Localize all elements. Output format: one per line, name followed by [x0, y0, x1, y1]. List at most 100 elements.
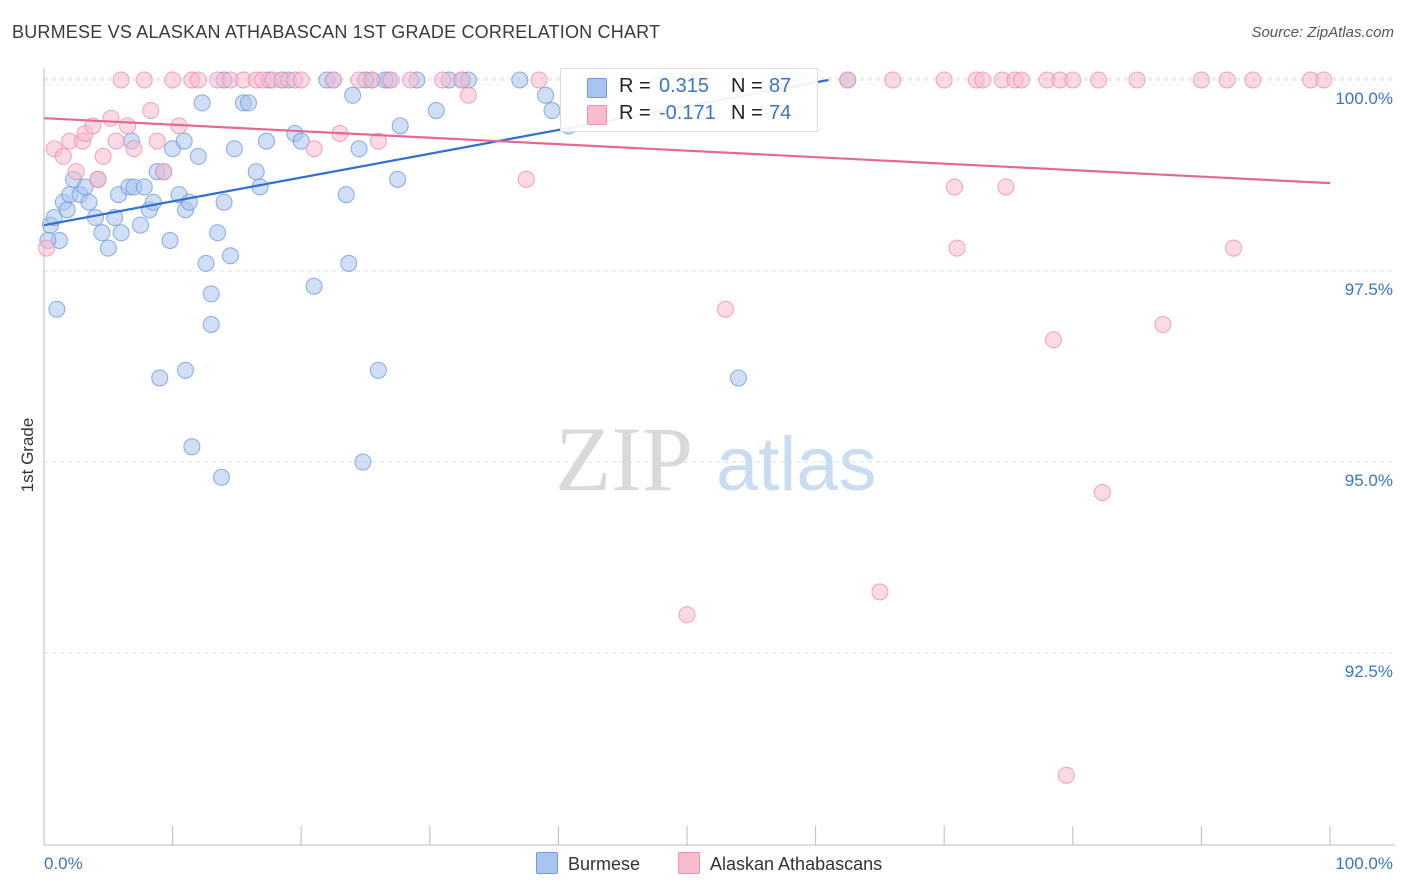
alaskan-point — [997, 178, 1015, 196]
burmese-point — [344, 86, 362, 104]
alaskan-point — [155, 163, 173, 181]
alaskan-point — [678, 606, 696, 624]
alaskan-point — [102, 109, 120, 127]
burmese-point — [183, 438, 201, 456]
legend-label: Alaskan Athabascans — [710, 854, 883, 874]
y-tick-label: 92.5% — [1345, 662, 1393, 681]
alaskan-swatch — [678, 852, 700, 874]
alaskan-point — [67, 163, 85, 181]
legend-label: Burmese — [568, 854, 641, 874]
burmese-point — [354, 453, 372, 471]
burmese-point — [151, 369, 169, 387]
x-tick-label-min: 0.0% — [44, 854, 83, 873]
alaskan-point — [717, 300, 735, 318]
alaskan-point — [369, 132, 387, 150]
burmese-point — [48, 300, 66, 318]
alaskan-point — [1128, 71, 1146, 89]
alaskan-point — [1045, 331, 1063, 349]
alaskan-point — [974, 71, 992, 89]
burmese-point — [176, 361, 194, 379]
alaskan-point — [54, 147, 72, 165]
legend-item-alaskan[interactable]: Alaskan Athabascans — [678, 852, 882, 875]
alaskan-point — [839, 71, 857, 89]
source-label: Source: ZipAtlas.com — [1251, 24, 1394, 41]
burmese-point — [212, 468, 230, 486]
burmese-point — [93, 224, 111, 242]
alaskan-point — [324, 71, 342, 89]
alaskan-point — [189, 71, 207, 89]
alaskan-point — [459, 86, 477, 104]
burmese-point — [427, 102, 445, 120]
alaskan-point — [453, 71, 471, 89]
stats-legend: R = 0.315 N = 87 R = -0.171 N = 74 — [560, 68, 818, 132]
burmese-point — [58, 201, 76, 219]
burmese-point — [99, 239, 117, 257]
burmese-point — [389, 170, 407, 188]
alaskan-point — [871, 583, 889, 601]
burmese-point — [189, 147, 207, 165]
burmese-point — [257, 132, 275, 150]
alaskan-point — [1225, 239, 1243, 257]
alaskan-point — [1090, 71, 1108, 89]
grid-lines — [44, 77, 1395, 654]
burmese-point — [131, 216, 149, 234]
burmese-point — [350, 140, 368, 158]
data-points — [38, 71, 1333, 784]
alaskan-point — [1154, 315, 1172, 333]
alaskan-point — [1244, 71, 1262, 89]
alaskan-point — [89, 170, 107, 188]
watermark: ZIP atlas — [555, 408, 877, 510]
burmese-point — [215, 193, 233, 211]
alaskan-point — [363, 71, 381, 89]
alaskan-point — [945, 178, 963, 196]
burmese-point — [193, 94, 211, 112]
alaskan-point — [135, 71, 153, 89]
r-label: R = — [619, 75, 651, 97]
burmese-point — [202, 315, 220, 333]
alaskan-point — [1192, 71, 1210, 89]
axes — [43, 68, 1395, 846]
r-value: -0.171 — [659, 102, 716, 124]
alaskan-point — [948, 239, 966, 257]
y-tick-label: 97.5% — [1345, 280, 1393, 299]
burmese-point — [225, 140, 243, 158]
burmese-point — [537, 86, 555, 104]
n-value: 74 — [769, 102, 792, 124]
x-tick-label-max: 100.0% — [1335, 854, 1393, 873]
burmese-point — [511, 71, 529, 89]
watermark-zip: ZIP — [555, 408, 693, 510]
watermark-atlas: atlas — [716, 422, 877, 507]
burmese-point — [340, 254, 358, 272]
alaskan-point — [112, 71, 130, 89]
burmese-point — [292, 132, 310, 150]
burmese-point — [239, 94, 257, 112]
burmese-point — [135, 178, 153, 196]
burmese-point — [369, 361, 387, 379]
alaskan-swatch — [587, 105, 607, 125]
burmese-point — [391, 117, 409, 135]
alaskan-point — [142, 102, 160, 120]
burmese-point — [175, 132, 193, 150]
alaskan-trend-line — [43, 117, 1331, 185]
legend-item-burmese[interactable]: Burmese — [536, 852, 640, 875]
tick-labels: 100.0% 97.5% 95.0% 92.5% 0.0% 100.0% — [44, 89, 1393, 873]
alaskan-point — [517, 170, 535, 188]
y-tick-label: 100.0% — [1335, 89, 1393, 108]
alaskan-point — [125, 140, 143, 158]
alaskan-point — [119, 117, 137, 135]
alaskan-point — [1093, 484, 1111, 502]
burmese-point — [112, 224, 130, 242]
alaskan-point — [1315, 71, 1333, 89]
alaskan-point — [107, 132, 125, 150]
y-tick-label: 95.0% — [1345, 471, 1393, 490]
alaskan-point — [292, 71, 310, 89]
chart-title: BURMESE VS ALASKAN ATHABASCAN 1ST GRADE … — [12, 22, 661, 42]
alaskan-point — [935, 71, 953, 89]
alaskan-point — [530, 71, 548, 89]
burmese-swatch — [536, 852, 558, 874]
burmese-point — [144, 193, 162, 211]
alaskan-point — [164, 71, 182, 89]
burmese-point — [209, 224, 227, 242]
burmese-point — [221, 247, 239, 265]
